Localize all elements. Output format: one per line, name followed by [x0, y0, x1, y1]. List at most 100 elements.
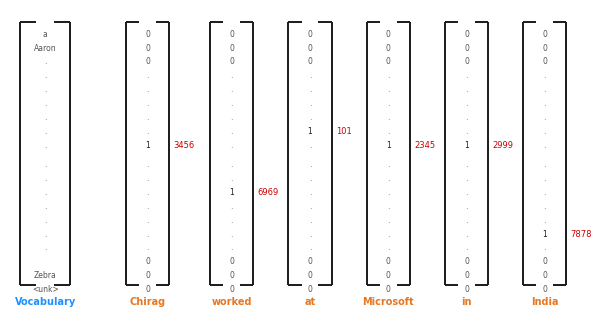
Text: 0: 0: [386, 285, 391, 294]
Text: in: in: [461, 297, 472, 307]
Text: .: .: [387, 174, 389, 183]
Text: .: .: [309, 174, 311, 183]
Text: .: .: [44, 99, 46, 108]
Text: .: .: [309, 229, 311, 239]
Text: 0: 0: [308, 43, 312, 53]
Text: .: .: [309, 160, 311, 169]
Text: .: .: [387, 127, 389, 136]
Text: .: .: [231, 160, 233, 169]
Text: .: .: [231, 141, 233, 150]
Text: .: .: [146, 85, 149, 95]
Text: .: .: [44, 113, 46, 122]
Text: .: .: [544, 71, 546, 81]
Text: .: .: [231, 85, 233, 95]
Text: 0: 0: [386, 271, 391, 281]
Text: .: .: [44, 215, 46, 225]
Text: .: .: [146, 99, 149, 108]
Text: .: .: [44, 160, 46, 169]
Text: .: .: [309, 202, 311, 211]
Text: a: a: [43, 29, 48, 39]
Text: Microsoft: Microsoft: [362, 297, 414, 307]
Text: .: .: [544, 141, 546, 150]
Text: 0: 0: [145, 285, 150, 294]
Text: Vocabulary: Vocabulary: [14, 297, 76, 307]
Text: .: .: [465, 71, 468, 81]
Text: .: .: [146, 243, 149, 253]
Text: .: .: [231, 202, 233, 211]
Text: .: .: [146, 160, 149, 169]
Text: 0: 0: [464, 285, 469, 294]
Text: .: .: [44, 174, 46, 183]
Text: 0: 0: [229, 43, 234, 53]
Text: .: .: [387, 85, 389, 95]
Text: Aaron: Aaron: [34, 43, 57, 53]
Text: .: .: [44, 141, 46, 150]
Text: 0: 0: [145, 271, 150, 281]
Text: .: .: [544, 127, 546, 136]
Text: 0: 0: [145, 57, 150, 67]
Text: .: .: [146, 71, 149, 81]
Text: 0: 0: [145, 29, 150, 39]
Text: 0: 0: [145, 43, 150, 53]
Text: .: .: [309, 243, 311, 253]
Text: .: .: [544, 188, 546, 197]
Text: .: .: [44, 71, 46, 81]
Text: 0: 0: [229, 57, 234, 67]
Text: .: .: [465, 85, 468, 95]
Text: .: .: [146, 188, 149, 197]
Text: 0: 0: [542, 271, 547, 281]
Text: 2999: 2999: [492, 141, 514, 150]
Text: .: .: [146, 229, 149, 239]
Text: .: .: [44, 229, 46, 239]
Text: 0: 0: [542, 57, 547, 67]
Text: .: .: [544, 113, 546, 122]
Text: .: .: [309, 113, 311, 122]
Text: .: .: [309, 99, 311, 108]
Text: .: .: [465, 174, 468, 183]
Text: .: .: [231, 229, 233, 239]
Text: 1: 1: [542, 229, 547, 239]
Text: .: .: [146, 127, 149, 136]
Text: 0: 0: [229, 257, 234, 267]
Text: 0: 0: [542, 285, 547, 294]
Text: .: .: [309, 85, 311, 95]
Text: .: .: [465, 160, 468, 169]
Text: .: .: [44, 188, 46, 197]
Text: .: .: [387, 71, 389, 81]
Text: .: .: [544, 243, 546, 253]
Text: .: .: [387, 188, 389, 197]
Text: 6969: 6969: [258, 188, 279, 197]
Text: .: .: [146, 113, 149, 122]
Text: .: .: [544, 99, 546, 108]
Text: 1: 1: [229, 188, 234, 197]
Text: 0: 0: [145, 257, 150, 267]
Text: 0: 0: [542, 257, 547, 267]
Text: .: .: [146, 215, 149, 225]
Text: 0: 0: [229, 285, 234, 294]
Text: 0: 0: [229, 271, 234, 281]
Text: .: .: [544, 174, 546, 183]
Text: .: .: [146, 174, 149, 183]
Text: .: .: [231, 174, 233, 183]
Text: .: .: [387, 215, 389, 225]
Text: .: .: [465, 127, 468, 136]
Text: 1: 1: [386, 141, 391, 150]
Text: .: .: [44, 85, 46, 95]
Text: .: .: [465, 215, 468, 225]
Text: .: .: [544, 202, 546, 211]
Text: .: .: [387, 160, 389, 169]
Text: .: .: [44, 57, 46, 67]
Text: 0: 0: [386, 43, 391, 53]
Text: 0: 0: [464, 271, 469, 281]
Text: .: .: [465, 99, 468, 108]
Text: 0: 0: [386, 29, 391, 39]
Text: .: .: [387, 229, 389, 239]
Text: 0: 0: [308, 29, 312, 39]
Text: .: .: [387, 113, 389, 122]
Text: 0: 0: [542, 43, 547, 53]
Text: 0: 0: [464, 57, 469, 67]
Text: 3456: 3456: [173, 141, 194, 150]
Text: .: .: [387, 99, 389, 108]
Text: 0: 0: [308, 285, 312, 294]
Text: 0: 0: [308, 57, 312, 67]
